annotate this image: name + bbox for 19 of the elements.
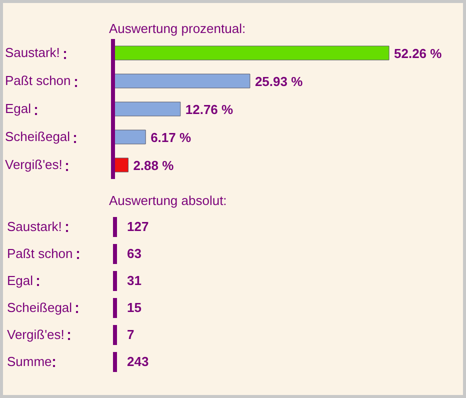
data-label: 63: [127, 246, 142, 261]
data-label: 6.17 %: [150, 130, 192, 145]
data-label: 52.26 %: [394, 46, 442, 61]
y-tick-label: Vergiß'es!: [5, 156, 62, 174]
data-label: 127: [127, 219, 149, 234]
category-label: Summe: [7, 354, 52, 369]
y-tick-label: Egal: [5, 100, 32, 118]
data-label: 15: [127, 300, 142, 315]
data-label: 2.88 %: [133, 158, 174, 173]
chart-title: Auswertung prozentual:: [109, 21, 247, 38]
y-tick-label: Scheißegal: [5, 128, 70, 146]
data-label: 31: [127, 273, 142, 288]
text: Auswertung absolut:: [109, 193, 228, 210]
data-label: 25.93 %: [254, 74, 304, 89]
data-label: 7: [127, 327, 134, 342]
data-label: 12.76 %: [185, 102, 234, 117]
y-tick-label: Saustark!: [5, 44, 60, 62]
y-tick-label: Paßt schon: [5, 72, 71, 90]
data-label: 243: [127, 354, 149, 369]
